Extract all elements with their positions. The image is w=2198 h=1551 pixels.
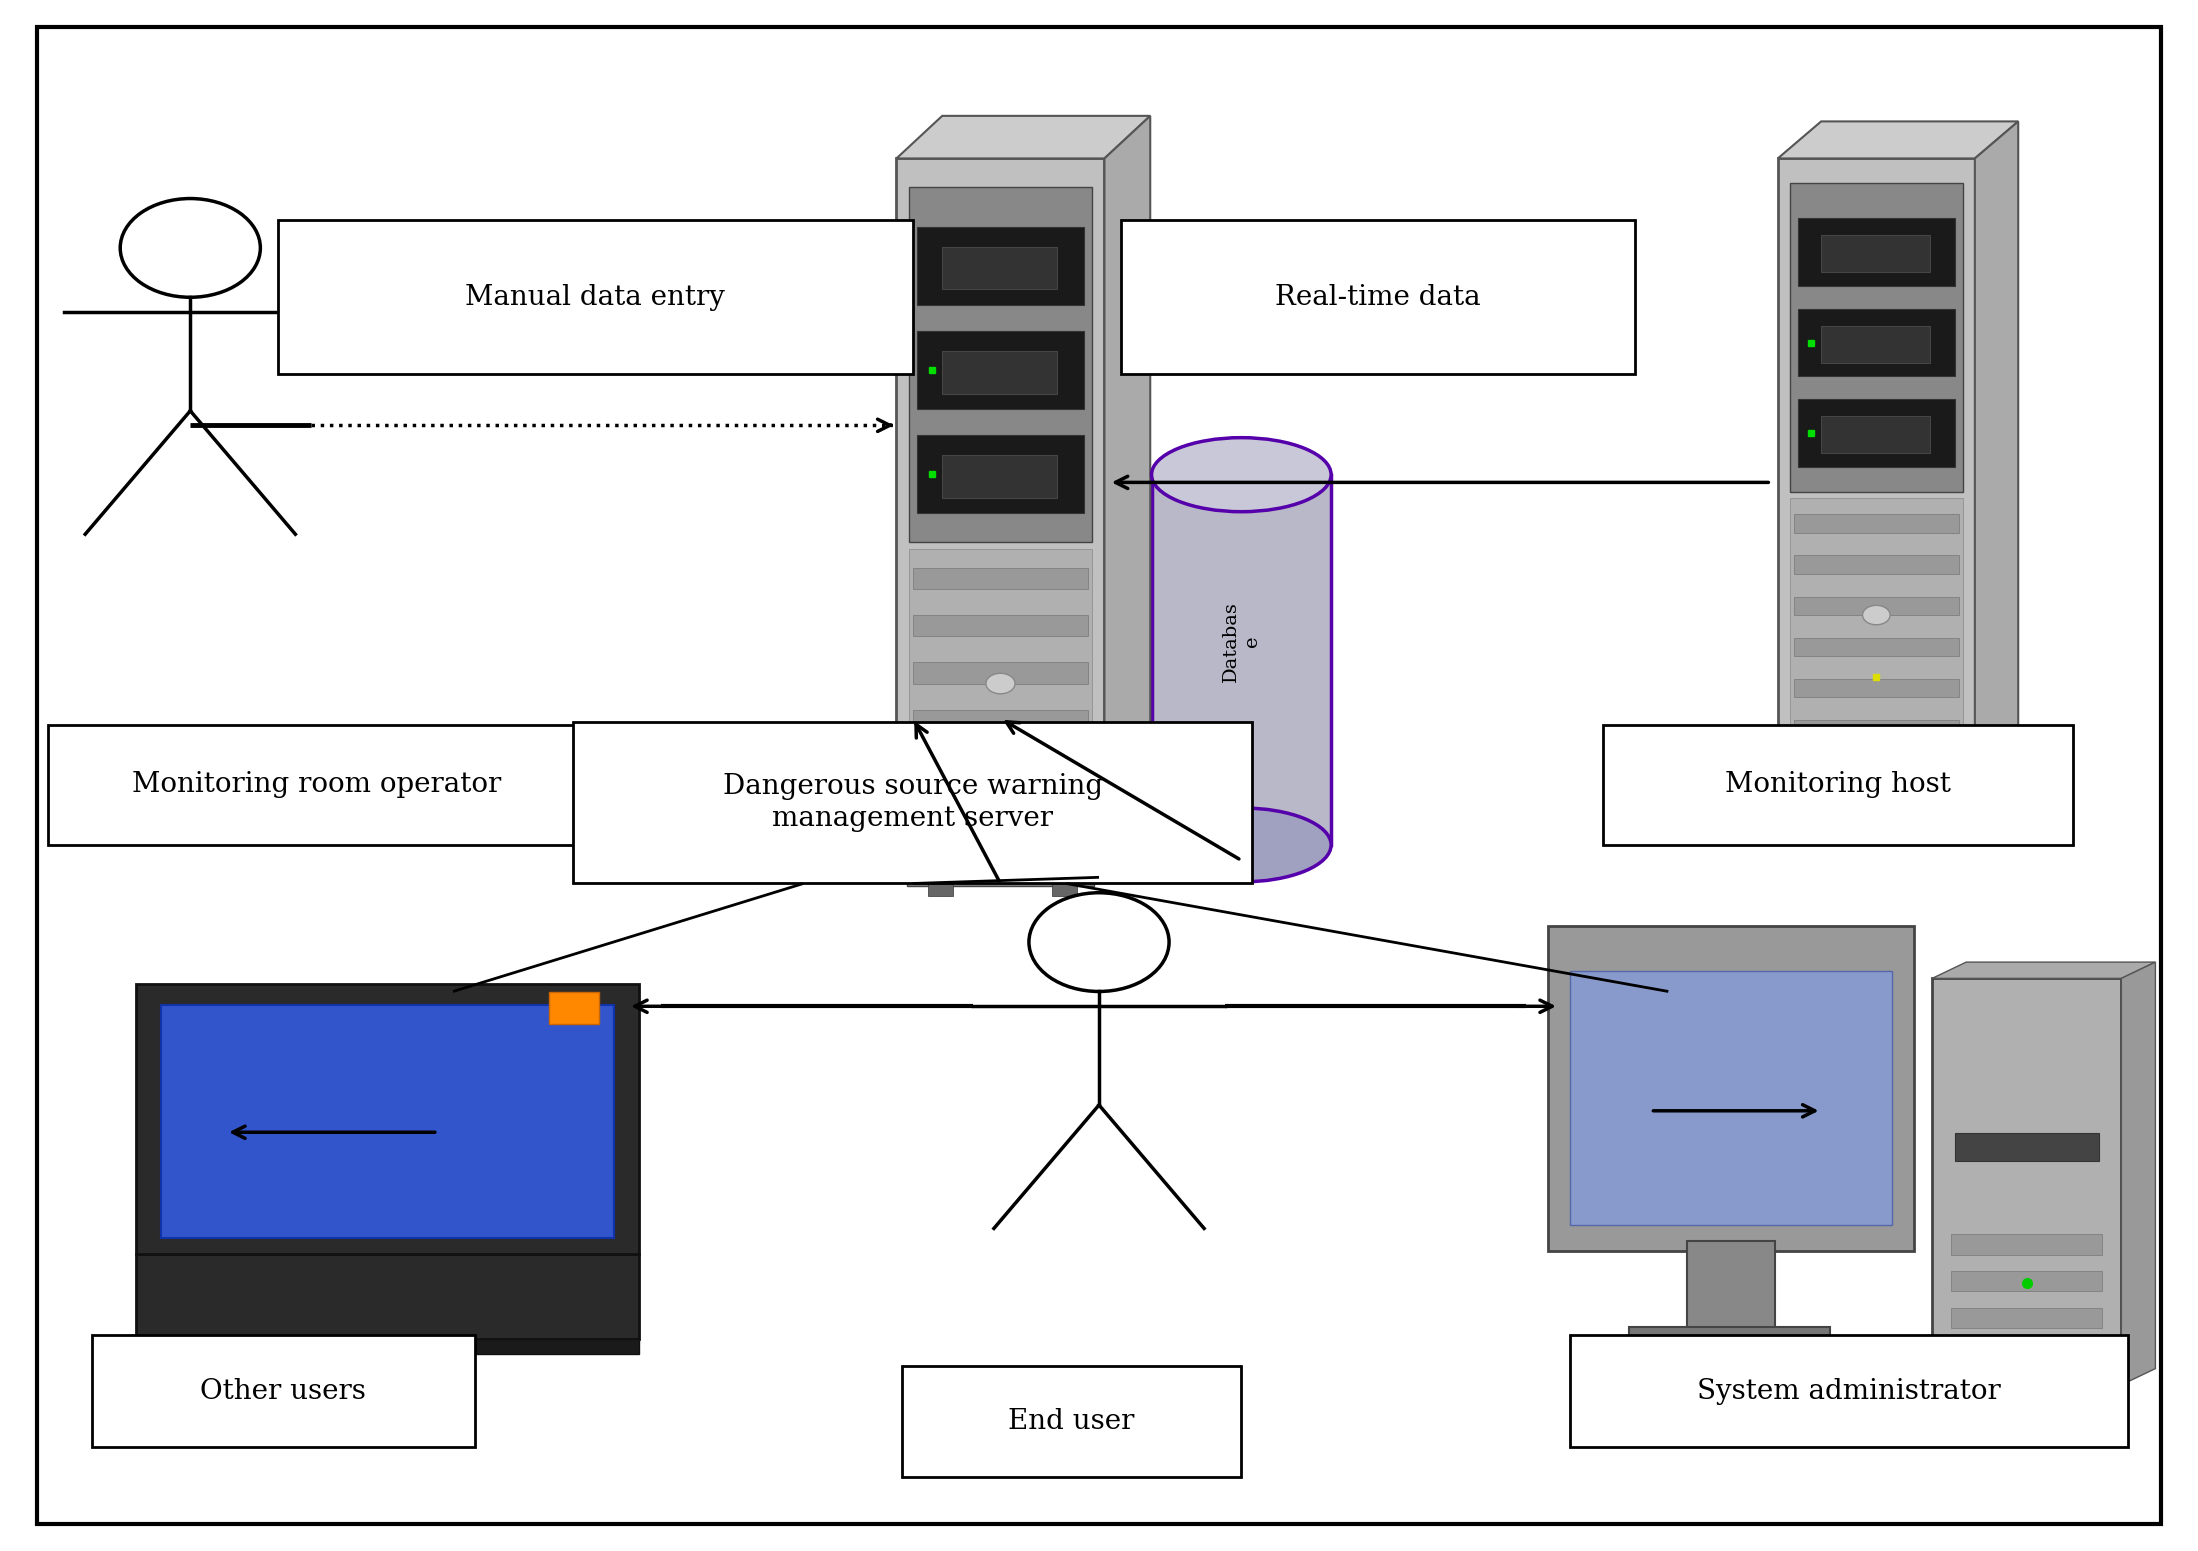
Bar: [1807, 789, 1831, 800]
Bar: [1822, 416, 1930, 453]
Bar: [1602, 724, 2073, 845]
Bar: [912, 614, 1088, 636]
Bar: [1152, 475, 1332, 845]
Bar: [136, 1253, 640, 1339]
Bar: [917, 226, 1084, 306]
Bar: [943, 351, 1057, 394]
Bar: [910, 549, 1092, 833]
Text: System administrator: System administrator: [1697, 1377, 2000, 1405]
Ellipse shape: [1152, 808, 1332, 883]
Bar: [1794, 597, 1958, 616]
Bar: [277, 220, 912, 374]
Bar: [1822, 236, 1930, 273]
Circle shape: [1862, 605, 1890, 625]
Bar: [1798, 219, 1956, 285]
Text: Monitoring room operator: Monitoring room operator: [132, 771, 501, 799]
Polygon shape: [1778, 121, 2018, 158]
Bar: [1794, 515, 1958, 534]
Bar: [1952, 1235, 2103, 1255]
Bar: [1547, 926, 1914, 1252]
Bar: [1778, 158, 1974, 776]
Bar: [917, 330, 1084, 409]
Circle shape: [987, 673, 1015, 693]
Bar: [1569, 1335, 2128, 1447]
Bar: [1794, 720, 1958, 738]
Bar: [136, 1339, 640, 1354]
Bar: [912, 757, 1088, 779]
Polygon shape: [1932, 962, 2156, 979]
Text: Databas
e: Databas e: [1222, 600, 1262, 682]
Bar: [912, 805, 1088, 825]
Bar: [1794, 637, 1958, 656]
Bar: [92, 1335, 475, 1447]
Bar: [48, 724, 585, 845]
Bar: [1952, 1345, 2103, 1365]
Bar: [1794, 555, 1958, 574]
Text: Manual data entry: Manual data entry: [466, 284, 725, 310]
Polygon shape: [1974, 121, 2018, 775]
Text: Other users: Other users: [200, 1377, 367, 1405]
Bar: [550, 991, 598, 1024]
Bar: [901, 1366, 1242, 1478]
Polygon shape: [1103, 116, 1150, 869]
Bar: [910, 186, 1092, 541]
Bar: [1952, 1270, 2103, 1292]
Bar: [897, 158, 1103, 869]
Bar: [1569, 971, 1892, 1225]
Bar: [1121, 220, 1635, 374]
Bar: [928, 884, 952, 896]
Bar: [908, 864, 1095, 886]
Bar: [1789, 498, 1963, 744]
Bar: [1787, 772, 1965, 791]
Text: End user: End user: [1009, 1408, 1134, 1435]
Ellipse shape: [1152, 437, 1332, 512]
Text: Monitoring host: Monitoring host: [1725, 771, 1952, 799]
Bar: [160, 1005, 613, 1238]
Bar: [912, 709, 1088, 731]
Bar: [912, 568, 1088, 589]
Bar: [136, 983, 640, 1253]
Bar: [943, 247, 1057, 290]
Bar: [1688, 1241, 1776, 1337]
Bar: [1932, 979, 2121, 1385]
Text: Dangerous source warning
management server: Dangerous source warning management serv…: [723, 774, 1103, 831]
Text: Real-time data: Real-time data: [1275, 284, 1481, 310]
Bar: [1952, 1307, 2103, 1328]
Bar: [1053, 884, 1077, 896]
Polygon shape: [897, 116, 1150, 158]
Bar: [1794, 679, 1958, 698]
Bar: [1629, 1328, 1831, 1385]
Bar: [1798, 309, 1956, 377]
Bar: [943, 454, 1057, 498]
Bar: [912, 662, 1088, 684]
Bar: [1798, 399, 1956, 467]
Bar: [917, 436, 1084, 513]
Bar: [1925, 789, 1950, 800]
Bar: [574, 721, 1253, 884]
Polygon shape: [2121, 962, 2156, 1385]
Bar: [1822, 326, 1930, 363]
Bar: [1954, 1132, 2099, 1162]
Bar: [1789, 183, 1963, 492]
